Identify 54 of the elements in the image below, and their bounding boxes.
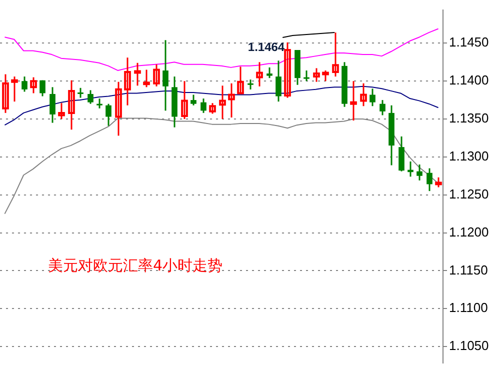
candlestick xyxy=(284,42,291,99)
candlestick xyxy=(200,98,206,114)
candlestick xyxy=(209,102,216,114)
candlestick xyxy=(162,39,168,112)
candlestick xyxy=(78,87,84,99)
candlestick xyxy=(2,74,9,114)
candlestick xyxy=(106,103,112,127)
candlestick xyxy=(40,80,46,98)
y-tick-label: 1.1400 xyxy=(449,72,489,88)
candlestick xyxy=(11,76,18,102)
candlestick xyxy=(237,66,244,94)
y-tick-label: 1.1350 xyxy=(449,110,489,126)
y-tick-label: 1.1250 xyxy=(449,186,489,202)
candlestick xyxy=(408,160,414,178)
candlestick xyxy=(248,78,254,90)
candlestick xyxy=(322,70,329,82)
candlestick xyxy=(276,60,282,102)
candlestick xyxy=(350,80,357,122)
candlestick xyxy=(22,76,28,92)
y-tick-label: 1.1050 xyxy=(449,338,489,354)
candlestick xyxy=(115,81,122,136)
candlestick xyxy=(190,94,196,106)
candlestick xyxy=(50,86,56,124)
candlestick xyxy=(426,168,432,192)
candlestick xyxy=(370,88,376,107)
annotation: 1.1464 xyxy=(248,40,285,54)
candlestick xyxy=(181,80,188,120)
candlestick xyxy=(153,64,160,88)
candlestick xyxy=(96,98,102,110)
y-tick-label: 1.1150 xyxy=(449,262,488,278)
candlestick xyxy=(30,76,37,94)
candlestick xyxy=(398,136,404,172)
candlestick xyxy=(304,70,310,82)
y-tick-label: 1.1300 xyxy=(449,148,489,164)
candlestick xyxy=(134,62,141,86)
candlestick xyxy=(416,164,422,182)
y-tick-label: 1.1200 xyxy=(449,224,489,240)
y-tick-label: 1.1100 xyxy=(449,300,488,316)
candlestick xyxy=(360,82,367,107)
candlestick xyxy=(68,80,75,130)
candlestick xyxy=(435,176,442,188)
candlestick xyxy=(143,68,150,88)
candlestick xyxy=(88,89,94,105)
candlestick xyxy=(380,99,386,116)
annotation: 美元对欧元汇率4小时走势 xyxy=(48,256,223,275)
y-tick-label: 1.1450 xyxy=(449,34,489,50)
candlestick xyxy=(219,84,226,120)
candlestick xyxy=(266,66,272,79)
candlestick xyxy=(228,82,235,118)
candlestick xyxy=(313,67,320,83)
candlestick xyxy=(58,102,65,120)
candlestick xyxy=(332,32,339,78)
candlestick xyxy=(124,56,131,106)
candlestick xyxy=(256,61,263,88)
